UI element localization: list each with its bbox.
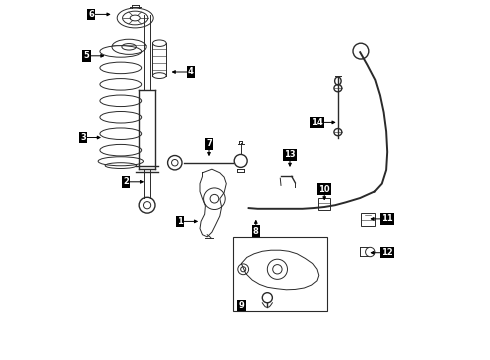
Bar (233, 237, 327, 311)
Text: 2: 2 (123, 177, 129, 186)
Text: 14: 14 (311, 118, 323, 127)
Bar (318, 198, 330, 210)
Text: 1: 1 (177, 217, 183, 226)
Text: 13: 13 (284, 150, 296, 159)
Text: 8: 8 (253, 227, 259, 236)
Bar (361, 213, 375, 226)
Text: 10: 10 (318, 184, 330, 194)
Text: 7: 7 (206, 139, 212, 148)
Text: 9: 9 (239, 301, 245, 310)
Text: 12: 12 (381, 248, 393, 257)
Text: 6: 6 (88, 10, 94, 19)
Text: 11: 11 (381, 214, 393, 223)
Text: 3: 3 (80, 133, 86, 142)
Text: 4: 4 (188, 68, 194, 77)
Text: 5: 5 (84, 51, 90, 60)
